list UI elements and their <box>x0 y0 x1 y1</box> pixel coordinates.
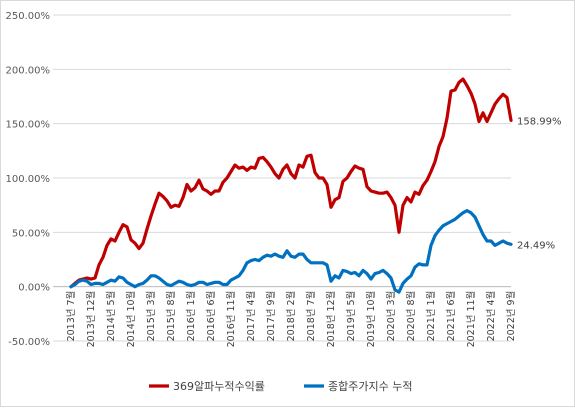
y-tick-label: -50.00% <box>8 337 50 348</box>
x-tick-label: 2019년 10월 <box>365 291 377 348</box>
x-tick-label: 2022년 9월 <box>505 291 517 342</box>
x-axis: 2013년 7월 2013년 12월 2014년 5월 2014년 10월 2015년 … <box>65 291 517 348</box>
y-tick-label: 150.00% <box>6 120 51 131</box>
x-tick-label: 2022년 4월 <box>485 291 497 342</box>
x-tick-label: 2017년 9월 <box>265 291 277 342</box>
x-tick-label: 2020년 8월 <box>405 291 417 342</box>
x-tick-label: 2014년 10월 <box>125 291 137 348</box>
x-tick-label: 2013년 12월 <box>85 291 97 348</box>
x-tick-label: 2016년 11월 <box>225 291 237 348</box>
x-tick-label: 2018년 12월 <box>325 291 337 348</box>
x-tick-label: 2018년 7월 <box>305 291 317 342</box>
y-tick-label: 50.00% <box>12 228 50 239</box>
y-tick-label: 250.00% <box>6 11 51 22</box>
x-tick-label: 2013년 7월 <box>65 291 77 342</box>
x-tick-label: 2019년 5월 <box>345 291 357 342</box>
series-end-label: 158.99% <box>517 116 562 127</box>
y-tick-label: 0.00% <box>18 283 50 294</box>
x-tick-label: 2016년 6월 <box>205 291 217 342</box>
x-tick-label: 2015년 8월 <box>165 291 177 342</box>
y-tick-label: 200.00% <box>6 65 51 76</box>
series-line-1 <box>69 77 513 289</box>
series-lines <box>69 77 513 294</box>
legend-label: 종합주가지수 누적 <box>328 380 412 393</box>
x-tick-label: 2021년 1월 <box>425 291 437 342</box>
x-tick-label: 2021년 6월 <box>445 291 457 342</box>
x-tick-label: 2021년 11월 <box>465 291 477 348</box>
x-tick-label: 2016년 1월 <box>185 291 197 342</box>
x-tick-label: 2018년 2월 <box>285 291 297 342</box>
x-tick-label: 2015년 3월 <box>145 291 157 342</box>
series-line-2 <box>69 209 513 294</box>
legend: 369알파누적수익률 종합주가지수 누적 <box>149 379 412 393</box>
x-tick-label: 2014년 5월 <box>105 291 117 342</box>
legend-label: 369알파누적수익률 <box>173 379 265 393</box>
end-labels: 158.99% 24.49% <box>517 116 562 251</box>
x-tick-label: 2017년 4월 <box>245 291 257 342</box>
x-tick-label: 2020년 3월 <box>385 291 397 342</box>
gridlines <box>53 14 511 342</box>
y-tick-label: 100.00% <box>6 174 51 185</box>
series-end-label: 24.49% <box>517 240 555 251</box>
y-axis: -50.00% 0.00% 50.00% 100.00% 150.00% 200.00% 2… <box>6 11 51 348</box>
